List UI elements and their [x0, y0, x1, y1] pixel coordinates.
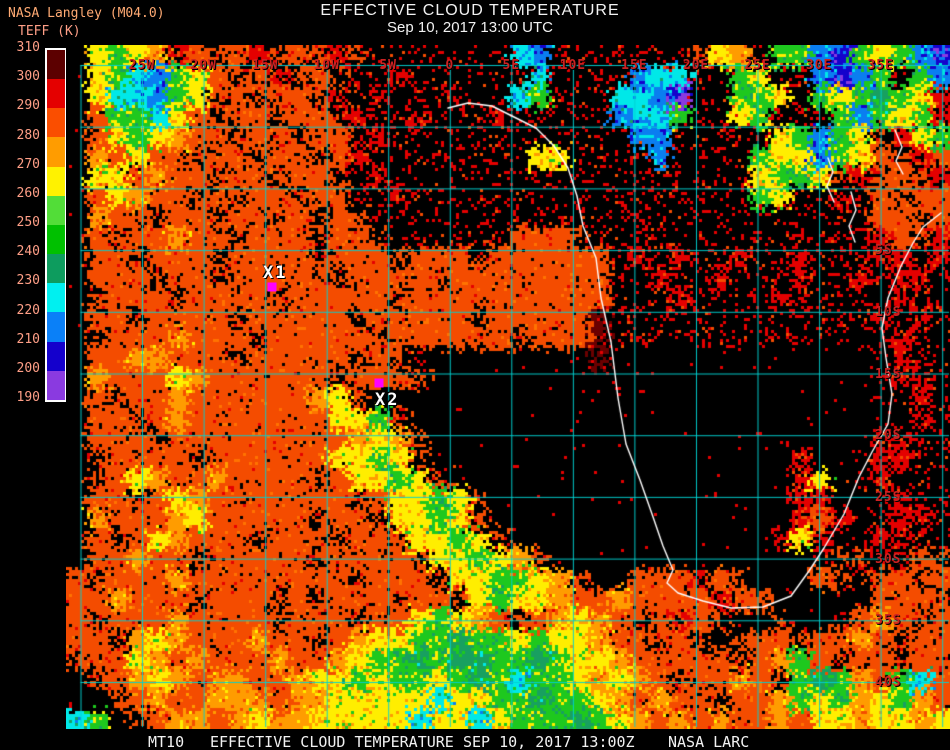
longitude-label: 10W [313, 58, 340, 73]
cloud-temperature-raster [66, 45, 950, 729]
colorbar-tick-label: 210 [16, 331, 40, 347]
colorbar-tick-label: 250 [16, 215, 40, 230]
status-bar-text: NASA LARC [668, 733, 750, 750]
colorbar-segment [47, 370, 65, 400]
target-marker-label: X2 [375, 390, 400, 410]
longitude-label: 15E [621, 58, 648, 73]
latitude-label: 15S [875, 366, 902, 382]
colorbar-segment [47, 283, 65, 313]
nasa-langley-credit: NASA Langley (M04.0) [8, 6, 165, 21]
colorbar-tick-label: 200 [16, 360, 40, 376]
longitude-label: 25E [744, 58, 771, 73]
colorbar-tick-label: 290 [16, 98, 40, 114]
longitude-label: 5E [502, 58, 521, 73]
colorbar-segment [47, 108, 65, 138]
colorbar-segment [47, 224, 65, 255]
target-marker [374, 378, 384, 388]
longitude-label: 15W [251, 58, 279, 73]
colorbar-tick-label: 240 [16, 244, 40, 260]
page-title: EFFECTIVE CLOUD TEMPERATURE [320, 2, 620, 19]
latitude-label: 20S [875, 428, 902, 444]
longitude-label: 0 [445, 58, 455, 73]
longitude-label: 20W [190, 58, 217, 73]
temperature-colorbar [45, 48, 67, 402]
longitude-label: 30E [805, 58, 833, 73]
target-marker-label: X1 [263, 263, 288, 283]
target-marker [267, 282, 277, 292]
colorbar-segment [47, 341, 65, 371]
colorbar-segment [47, 79, 65, 109]
longitude-label: 25W [128, 58, 156, 73]
satellite-map: 25W 20W 15W 10W 5W 0 5E 10E 15E 20E 25E 30E 35E 5S 10S… [66, 45, 950, 729]
colorbar-segment [47, 50, 65, 80]
colorbar-tick-label: 230 [16, 273, 40, 289]
longitude-label: 20E [682, 58, 710, 73]
longitude-label: 5W [379, 58, 398, 73]
status-bar-text: MT10 [148, 733, 185, 750]
colorbar-tick-label: 310 [16, 40, 40, 55]
colorbar-segment [47, 166, 65, 196]
colorbar-tick-label: 190 [16, 390, 40, 405]
longitude-label: 35E [867, 58, 894, 73]
colorbar-segment [47, 137, 65, 167]
latitude-label: 10S [875, 304, 902, 320]
colorbar-segment [47, 312, 65, 342]
colorbar-segment [47, 254, 65, 284]
latitude-label: 25S [875, 489, 902, 505]
longitude-label: 10E [559, 58, 587, 73]
colorbar-tick-label: 220 [16, 302, 40, 318]
colorbar-tick-label: 270 [16, 156, 40, 172]
colorbar-tick-label: 300 [16, 69, 40, 85]
status-bar-text: EFFECTIVE CLOUD TEMPERATURE [210, 733, 454, 750]
latitude-label: 40S [875, 675, 902, 690]
page-subtitle: Sep 10, 2017 13:00 UTC [387, 19, 553, 36]
status-bar-text: SEP 10, 2017 13:00Z [463, 733, 635, 750]
colorbar-title: TEFF (K) [18, 24, 81, 39]
colorbar-segment [47, 195, 65, 225]
colorbar-tick-label: 260 [16, 185, 40, 201]
latitude-label: 35S [875, 613, 902, 629]
latitude-label: 5S [875, 243, 893, 259]
latitude-label: 30S [875, 551, 902, 567]
colorbar-tick-label: 280 [16, 127, 40, 143]
